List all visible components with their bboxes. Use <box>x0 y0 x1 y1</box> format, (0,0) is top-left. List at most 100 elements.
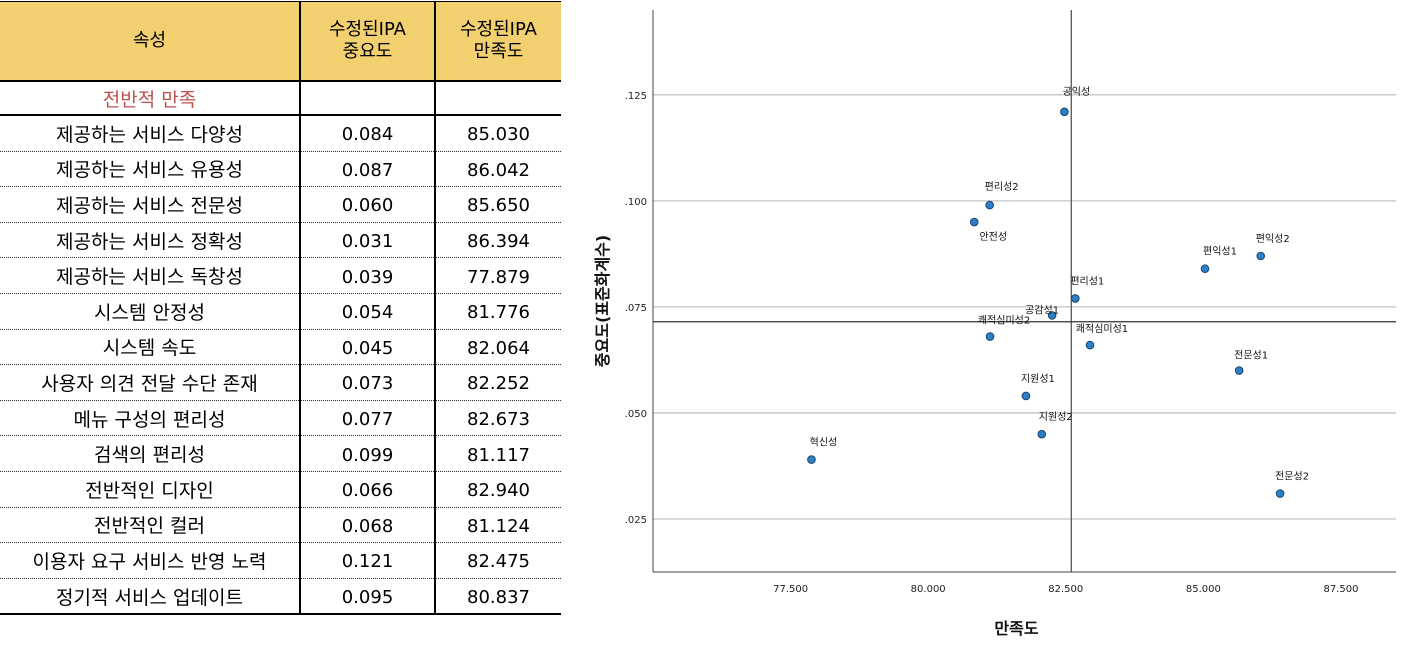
attribute-cell: 정기적 서비스 업데이트 <box>0 578 300 616</box>
satisfaction-cell: 85.030 <box>434 115 561 152</box>
scatter-point <box>985 332 995 341</box>
point-label: 지원성2 <box>1039 411 1073 423</box>
importance-cell: 0.068 <box>299 507 435 544</box>
attribute-cell: 제공하는 서비스 유용성 <box>0 151 300 188</box>
section-empty-cell <box>434 81 561 116</box>
scatter-point <box>1021 391 1031 401</box>
table-row: 시스템 안정성 0.054 81.776 <box>0 293 561 330</box>
satisfaction-cell: 81.776 <box>434 293 561 330</box>
attribute-cell: 제공하는 서비스 전문성 <box>0 186 300 223</box>
table-header-row: 속성 수정된IPA 중요도 수정된IPA 만족도 <box>0 1 561 82</box>
table-row: 제공하는 서비스 유용성 0.087 86.042 <box>0 151 561 188</box>
importance-cell: 0.077 <box>299 400 435 437</box>
table-row: 메뉴 구성의 편리성 0.077 82.673 <box>0 400 561 437</box>
point-label: 편리성1 <box>1070 275 1104 287</box>
point-label: 공감성1 <box>1025 304 1059 316</box>
attribute-cell: 전반적인 컬러 <box>0 507 300 544</box>
satisfaction-cell: 82.673 <box>434 400 561 437</box>
table-row: 검색의 편리성 0.099 81.117 <box>0 435 561 472</box>
section-label: 전반적 만족 <box>0 81 300 116</box>
satisfaction-cell: 77.879 <box>434 257 561 294</box>
attribute-cell: 제공하는 서비스 정확성 <box>0 222 300 259</box>
table-row: 제공하는 서비스 전문성 0.060 85.650 <box>0 186 561 223</box>
importance-cell: 0.095 <box>299 578 435 616</box>
satisfaction-cell: 82.940 <box>434 471 561 508</box>
scatter-point <box>1256 251 1266 261</box>
scatter-point <box>807 455 816 464</box>
attribute-cell: 전반적인 디자인 <box>0 471 300 508</box>
ipa-table: 속성 수정된IPA 중요도 수정된IPA 만족도 전반적 만족 제공하는 서비스 다… <box>0 1 561 616</box>
satisfaction-cell: 82.064 <box>434 329 561 366</box>
satisfaction-cell: 86.042 <box>434 151 561 188</box>
scatter-point <box>1085 340 1095 350</box>
satisfaction-cell: 82.252 <box>434 364 561 401</box>
y-tick-label: .125 <box>625 91 647 102</box>
x-tick-label: 87.500 <box>1323 584 1358 595</box>
x-tick-label: 77.500 <box>773 584 808 595</box>
y-tick-label: .075 <box>625 303 647 314</box>
scatter-point <box>1060 107 1069 117</box>
attribute-cell: 시스템 안정성 <box>0 293 300 330</box>
grid-layer <box>653 94 1396 520</box>
importance-cell: 0.060 <box>299 186 435 223</box>
scatter-point <box>1070 294 1080 303</box>
scatter-point <box>1200 264 1210 274</box>
scatter-point <box>969 217 979 227</box>
satisfaction-cell: 86.394 <box>434 222 561 259</box>
table-row: 정기적 서비스 업데이트 0.095 80.837 <box>0 578 561 616</box>
x-tick-label: 80.000 <box>911 584 946 595</box>
scatter-point <box>1037 429 1047 439</box>
satisfaction-cell: 82.475 <box>434 542 561 579</box>
header-satisfaction: 수정된IPA 만족도 <box>434 1 561 82</box>
satisfaction-cell: 81.124 <box>434 507 561 544</box>
attribute-cell: 제공하는 서비스 다양성 <box>0 115 300 152</box>
satisfaction-cell: 80.837 <box>434 578 561 616</box>
point-label: 편익성1 <box>1203 246 1237 258</box>
point-label: 지원성1 <box>1021 373 1055 385</box>
point-label: 공익성 <box>1063 86 1091 98</box>
reference-lines <box>653 10 1396 572</box>
importance-cell: 0.099 <box>299 435 435 472</box>
attribute-cell: 사용자 의견 전달 수단 존재 <box>0 364 300 401</box>
axis-layer: .025 .050 .075 .100 .125 77.500 80.000 82.500 85… <box>625 10 1396 595</box>
point-label: 쾌적심미성1 <box>1076 323 1128 335</box>
importance-cell: 0.054 <box>299 293 435 330</box>
point-label: 편리성2 <box>985 181 1019 193</box>
point-label: 전문성1 <box>1234 350 1268 362</box>
y-axis-title: 중요도(표준화계수) <box>593 235 612 367</box>
header-attribute: 속성 <box>0 1 300 82</box>
importance-cell: 0.045 <box>299 329 435 366</box>
section-row: 전반적 만족 <box>0 81 561 116</box>
table-row: 사용자 의견 전달 수단 존재 0.073 82.252 <box>0 364 561 401</box>
point-label: 편익성2 <box>1256 233 1290 245</box>
table-row: 이용자 요구 서비스 반영 노력 0.121 82.475 <box>0 542 561 579</box>
scatter-point <box>1234 366 1244 375</box>
table-row: 제공하는 서비스 독창성 0.039 77.879 <box>0 257 561 294</box>
importance-cell: 0.039 <box>299 257 435 294</box>
x-axis-title: 만족도 <box>994 619 1038 638</box>
ipa-scatter-chart: .025 .050 .075 .100 .125 77.500 80.000 82.500 85… <box>593 10 1396 638</box>
scatter-point <box>985 200 994 210</box>
y-tick-label: .025 <box>625 515 647 526</box>
point-label: 전문성2 <box>1275 471 1309 483</box>
scatter-point <box>1275 489 1285 498</box>
importance-cell: 0.073 <box>299 364 435 401</box>
header-importance: 수정된IPA 중요도 <box>299 1 435 82</box>
attribute-cell: 검색의 편리성 <box>0 435 300 472</box>
table-row: 제공하는 서비스 다양성 0.084 85.030 <box>0 115 561 152</box>
scatter-point <box>1047 311 1057 320</box>
importance-cell: 0.087 <box>299 151 435 188</box>
points-layer: 편익성1 편익성2 전문성1 전문성2 혁신성 지원성1 지원성2 공감성1 편리성1 편리성2 쾌… <box>807 86 1309 498</box>
table-row: 제공하는 서비스 정확성 0.031 86.394 <box>0 222 561 259</box>
importance-cell: 0.084 <box>299 115 435 152</box>
section-empty-cell <box>299 81 435 116</box>
attribute-cell: 시스템 속도 <box>0 329 300 366</box>
importance-cell: 0.066 <box>299 471 435 508</box>
attribute-cell: 이용자 요구 서비스 반영 노력 <box>0 542 300 579</box>
y-tick-label: .100 <box>625 197 647 208</box>
y-tick-label: .050 <box>625 409 647 420</box>
attribute-cell: 제공하는 서비스 독창성 <box>0 257 300 294</box>
table-row: 전반적인 디자인 0.066 82.940 <box>0 471 561 508</box>
table-row: 전반적인 컬러 0.068 81.124 <box>0 507 561 544</box>
satisfaction-cell: 85.650 <box>434 186 561 223</box>
